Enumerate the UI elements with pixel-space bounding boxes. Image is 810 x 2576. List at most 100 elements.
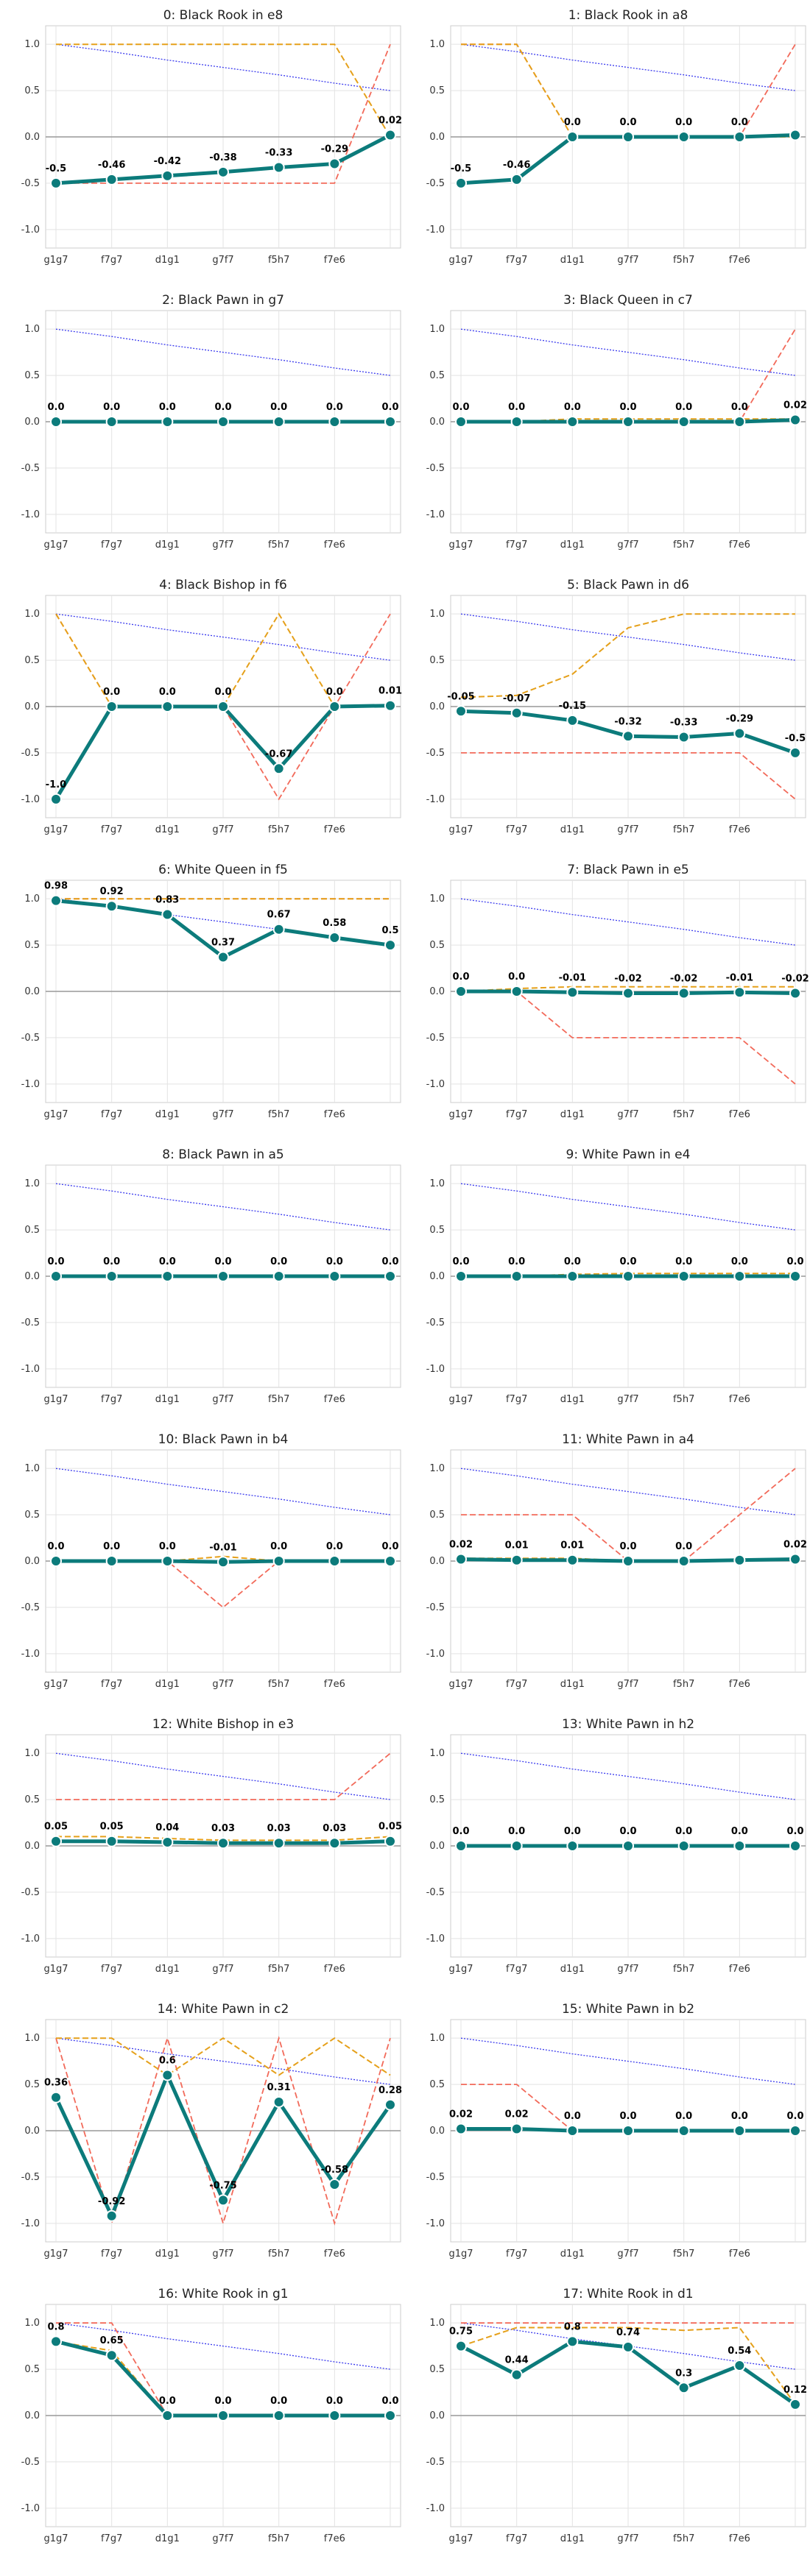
data-label: 0.0 (326, 2396, 343, 2407)
chart-panel: 16: White Rook in g1 1.0 0.5 0.0 -0.5 -1.0 g1g… (21, 2287, 401, 2544)
series-line-blue (55, 1752, 391, 1800)
data-point (217, 1837, 229, 1850)
x-tick-label: d1g1 (155, 1109, 180, 1120)
chart-panel: 2: Black Pawn in g7 1.0 0.5 0.0 -0.5 -1.0 g1g7… (21, 293, 401, 551)
y-tick-label: -0.5 (426, 1033, 445, 1044)
x-tick-label: g1g7 (448, 539, 473, 551)
y-tick-label: -0.5 (21, 748, 40, 759)
y-tick-label: 1.0 (24, 39, 40, 50)
x-tick-label: f7g7 (506, 1109, 527, 1120)
x-tick-label: g7f7 (212, 824, 233, 835)
x-tick-label: f7g7 (101, 1109, 122, 1120)
x-tick-label: g7f7 (212, 2248, 233, 2260)
y-tick-label: -1.0 (21, 1364, 40, 1375)
y-tick-label: 0.0 (24, 2410, 40, 2421)
panel-title: 12: White Bishop in e3 (152, 1717, 294, 1732)
y-tick-label: 0.5 (429, 655, 445, 666)
data-label: -0.15 (559, 701, 586, 712)
x-tick-label: f5h7 (268, 1109, 289, 1120)
data-point (272, 2410, 285, 2421)
data-point (566, 131, 579, 143)
x-tick-label: f7g7 (101, 2248, 122, 2260)
y-tick-label: -1.0 (426, 1933, 445, 1945)
data-point (622, 131, 634, 143)
data-point (789, 987, 801, 999)
y-tick-label: 1.0 (24, 894, 40, 905)
y-tick-label: 0.0 (429, 1556, 445, 1567)
y-tick-label: 0.5 (24, 655, 40, 666)
series-line-blue (55, 2037, 391, 2085)
data-label: 0.0 (508, 1826, 525, 1837)
x-tick-label: g1g7 (43, 255, 68, 266)
series-line-blue (460, 898, 796, 946)
data-label: 0.74 (616, 2327, 640, 2338)
data-point (384, 416, 396, 428)
x-tick-label: f7e6 (324, 255, 345, 266)
x-tick-label: d1g1 (155, 1964, 180, 1975)
data-label: 0.0 (103, 1256, 120, 1267)
data-point (384, 939, 396, 952)
data-label: -0.5 (785, 733, 806, 744)
data-label: 0.0 (564, 402, 581, 413)
data-label: 0.0 (381, 1541, 398, 1552)
data-label: 0.0 (452, 1256, 469, 1267)
series-line-blue (460, 43, 796, 91)
data-label: 0.65 (100, 2335, 124, 2346)
x-tick-label: f5h7 (673, 255, 694, 266)
data-label: 0.92 (100, 886, 124, 897)
panel-title: 1: Black Rook in a8 (568, 8, 688, 23)
data-label: -0.67 (265, 749, 292, 760)
y-tick-label: 0.0 (24, 2126, 40, 2137)
x-tick-label: f7g7 (506, 1394, 527, 1405)
data-label: 0.0 (731, 117, 748, 128)
x-tick-label: f7e6 (324, 1109, 345, 1120)
y-tick-label: 0.5 (24, 2364, 40, 2375)
data-point (50, 793, 62, 805)
chart-panel: 8: Black Pawn in a5 1.0 0.5 0.0 -0.5 -1.0 g1g7… (21, 1147, 401, 1405)
y-tick-label: -1.0 (426, 1079, 445, 1090)
x-tick-label: g1g7 (43, 539, 68, 551)
data-label: 0.0 (326, 687, 343, 698)
y-tick-label: 0.5 (24, 1794, 40, 1805)
x-tick-label: d1g1 (155, 2533, 180, 2544)
x-tick-label: d1g1 (560, 824, 585, 835)
x-tick-label: d1g1 (155, 255, 180, 266)
data-point (677, 1555, 690, 1567)
data-point (272, 923, 285, 935)
x-tick-label: f7e6 (324, 824, 345, 835)
series-line-orange (460, 613, 795, 698)
data-label: 0.05 (378, 1822, 402, 1833)
data-label: 0.0 (214, 1256, 231, 1267)
data-point (50, 2335, 62, 2348)
y-tick-label: 0.5 (429, 85, 445, 96)
data-label: 0.0 (731, 2111, 748, 2122)
data-point (622, 1555, 634, 1567)
chart-panel: 15: White Pawn in b2 1.0 0.5 0.0 -0.5 -1.0 g1g… (426, 2002, 806, 2260)
data-point (566, 714, 579, 726)
data-label: 0.0 (675, 117, 692, 128)
panel-title: 3: Black Queen in c7 (563, 293, 693, 308)
y-tick-label: 0.5 (24, 1510, 40, 1521)
series-line-blue (460, 328, 796, 376)
y-tick-label: 0.0 (429, 2410, 445, 2421)
data-point (328, 2410, 341, 2421)
y-tick-label: 1.0 (24, 2033, 40, 2044)
x-tick-label: g1g7 (448, 1394, 473, 1405)
data-point (272, 1270, 285, 1282)
data-point (105, 900, 118, 913)
x-tick-label: f7e6 (729, 824, 750, 835)
y-tick-label: 0.5 (24, 2079, 40, 2090)
y-tick-label: -0.5 (21, 1033, 40, 1044)
panel-title: 14: White Pawn in c2 (158, 2002, 289, 2017)
data-point (455, 1270, 467, 1282)
data-label: 0.0 (47, 1541, 64, 1552)
panel-title: 4: Black Bishop in f6 (159, 578, 287, 592)
y-tick-label: 1.0 (24, 1178, 40, 1189)
x-tick-label: f5h7 (268, 2533, 289, 2544)
data-label: -0.42 (154, 156, 181, 167)
data-point (50, 1555, 62, 1567)
y-tick-label: 0.0 (24, 986, 40, 997)
data-point (510, 1270, 523, 1282)
panel-title: 8: Black Pawn in a5 (162, 1147, 284, 1162)
y-tick-label: 0.5 (429, 1794, 445, 1805)
